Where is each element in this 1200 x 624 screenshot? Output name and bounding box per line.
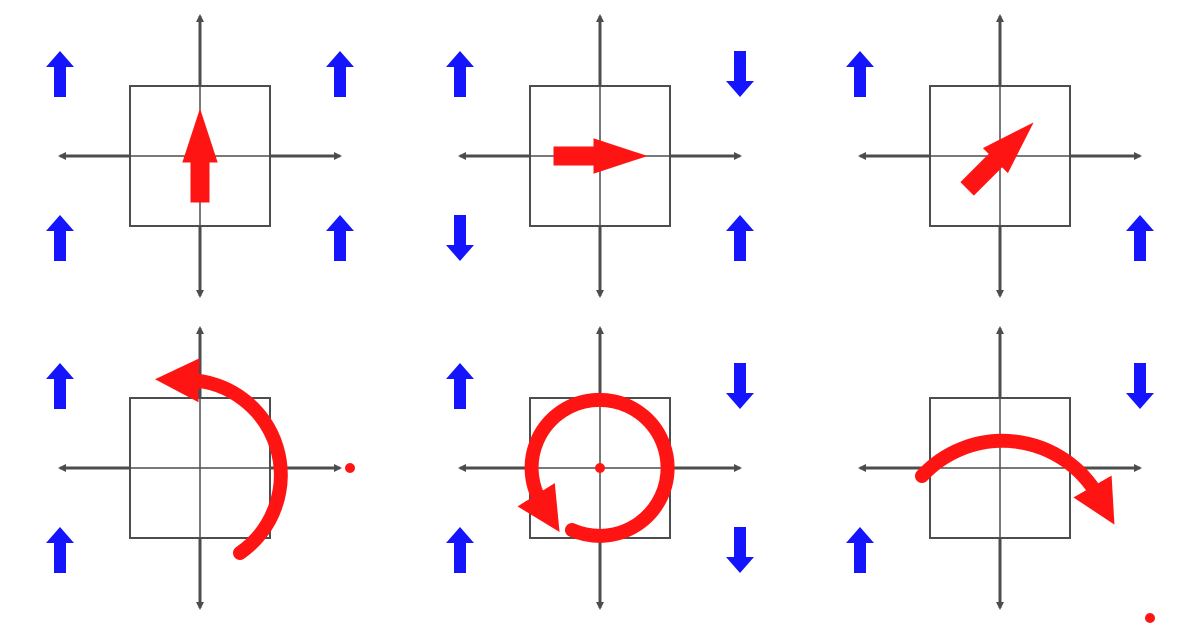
- panel-rotate-about-center: [446, 328, 754, 608]
- corner-arrow-br: [1126, 215, 1154, 261]
- rotation-center-dot: [345, 463, 355, 473]
- panel-rotate-cw: [446, 16, 754, 296]
- corner-arrow-br: [326, 215, 354, 261]
- corner-arrow-tl: [846, 51, 874, 97]
- corner-arrow-br: [726, 215, 754, 261]
- corner-arrow-tr: [726, 51, 754, 97]
- corner-arrow-tl: [46, 363, 74, 409]
- corner-arrow-tl: [446, 51, 474, 97]
- corner-arrow-bl: [446, 215, 474, 261]
- diagram-canvas: [0, 0, 1200, 624]
- corner-arrow-bl: [446, 527, 474, 573]
- corner-arrow-tr: [326, 51, 354, 97]
- panel-translate-diagonal: [846, 16, 1154, 296]
- rotation-center-dot: [595, 463, 605, 473]
- corner-arrow-tr: [726, 363, 754, 409]
- panel-rotate-about-below: [846, 328, 1155, 623]
- panel-translate-up: [46, 16, 354, 296]
- corner-arrow-bl: [46, 527, 74, 573]
- corner-arrow-tl: [446, 363, 474, 409]
- corner-arrow-br: [726, 527, 754, 573]
- corner-arrow-bl: [846, 527, 874, 573]
- rotation-center-dot: [1145, 613, 1155, 623]
- corner-arrow-tr: [1126, 363, 1154, 409]
- corner-arrow-bl: [46, 215, 74, 261]
- panel-rotate-about-right: [46, 328, 355, 608]
- corner-arrow-tl: [46, 51, 74, 97]
